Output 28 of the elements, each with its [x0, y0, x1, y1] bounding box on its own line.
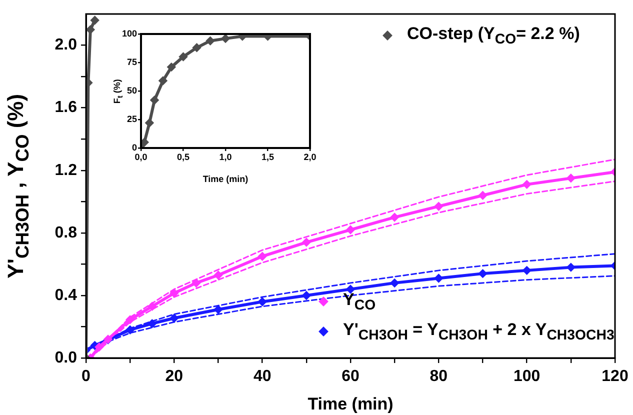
- y-tick-label: 25: [126, 114, 137, 124]
- x-tick-label: 80: [430, 368, 448, 386]
- x-tick-label: 2,0: [304, 152, 316, 162]
- x-tick-label: 1,0: [219, 152, 232, 162]
- legend-label: Y$_{CO}$: [343, 290, 376, 314]
- y-tick-label: 1.6: [54, 99, 78, 116]
- x-tick-label: 100: [513, 368, 540, 386]
- legend-label: Y'$_{CH3OH}$ = Y$_{CH3OH}$ + 2 x Y$_{CH3OCH3}$: [343, 320, 614, 344]
- y-tick-label: 0.4: [54, 286, 78, 304]
- y-tick-label: 0.8: [54, 224, 78, 242]
- x-tick-label: 60: [342, 368, 360, 386]
- x-tick-label: 40: [253, 368, 272, 386]
- x-tick-label: 0: [82, 368, 91, 386]
- x-tick-label: 1,5: [261, 152, 274, 162]
- x-tick-label: 20: [165, 368, 184, 386]
- x-tick-label: 0,5: [176, 152, 190, 162]
- y-tick-label: 0: [132, 142, 137, 152]
- x-tick-label: 120: [602, 368, 628, 386]
- x-tick-label: 0,0: [134, 152, 148, 162]
- legend-label: CO-step (Y$_{CO}$= 2.2 %): [407, 24, 580, 48]
- y-tick-label: 2.0: [54, 36, 78, 54]
- x-axis-title: Time (min): [202, 174, 248, 184]
- y-tick-label: 50: [126, 85, 137, 96]
- y-tick-label: 100: [122, 28, 137, 38]
- y-tick-label: 1.2: [54, 162, 78, 179]
- y-tick-label: 0.0: [54, 349, 78, 366]
- y-tick-label: 75: [126, 56, 137, 67]
- x-axis-title: Time (min): [308, 394, 394, 414]
